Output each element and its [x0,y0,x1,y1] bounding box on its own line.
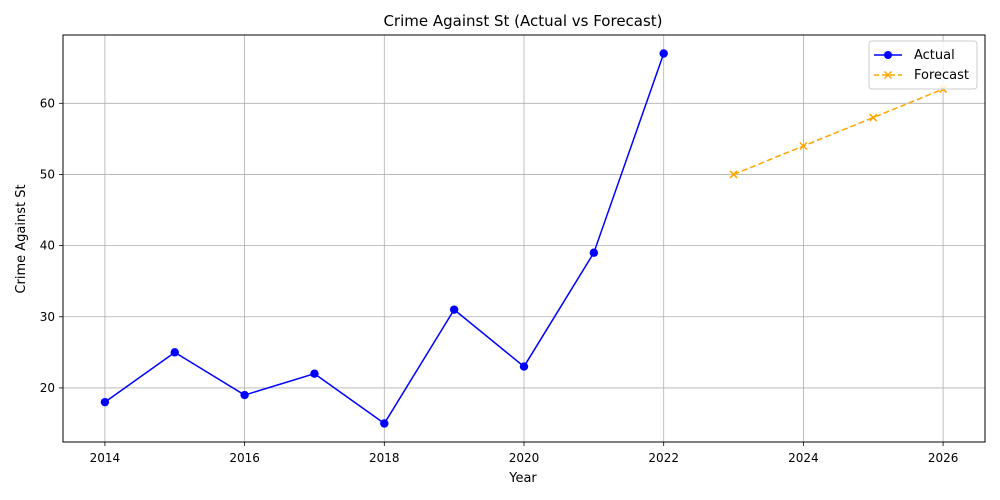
x-marker-stroke [883,70,893,80]
x-axis-ticks: 2014 2016 2018 2020 2022 2024 2026 [90,442,959,465]
x-tick-label-2014: 2014 [90,451,121,465]
y-axis-label: Crime Against St [14,184,29,293]
y-axis-ticks: 20 30 40 50 60 [40,96,63,395]
series-actual-point-2017 [310,369,319,378]
legend: Actual Forecast [868,40,978,90]
y-tick-label-40: 40 [40,239,55,253]
series-forecast-point-2023 [729,170,738,179]
legend-box [868,40,978,90]
x-axis-label: Year [508,471,537,486]
legend-forecast-marker [883,70,893,80]
series-forecast-point-2025 [869,113,878,122]
x-tick-label-2018: 2018 [369,451,400,465]
y-tick-label-20: 20 [40,381,55,395]
series-forecast-point-2024 [799,141,808,151]
grid [63,35,985,442]
series-actual-point-2021 [589,248,599,257]
y-tick-label-60: 60 [40,96,55,110]
x-tick-label-2020: 2020 [509,451,540,465]
series-actual-point-2018 [380,419,389,428]
y-tick-label-50: 50 [40,167,55,181]
x-marker-stroke [729,170,738,179]
x-tick-label-2022: 2022 [648,451,679,465]
y-tick-label-30: 30 [40,310,55,324]
series-actual-point-2022 [659,49,668,58]
series-actual-point-2016 [240,390,249,400]
chart-title: Crime Against St (Actual vs Forecast) [383,12,662,30]
series-forecast-line [733,88,944,176]
x-tick-label-2026: 2026 [928,451,959,465]
x-marker-stroke [799,141,808,151]
legend-actual-label: Actual [914,48,955,63]
legend-forecast-label: Forecast [914,68,969,83]
series-actual-point-2014 [100,397,110,407]
series-actual-point-2015 [170,348,179,357]
x-tick-label-2016: 2016 [229,451,260,465]
x-marker-stroke [869,113,878,122]
legend-actual-marker [884,51,892,59]
series-actual-point-2020 [519,362,529,371]
x-tick-label-2024: 2024 [788,451,819,465]
series-layer [100,49,948,428]
series-actual-point-2019 [449,305,459,314]
